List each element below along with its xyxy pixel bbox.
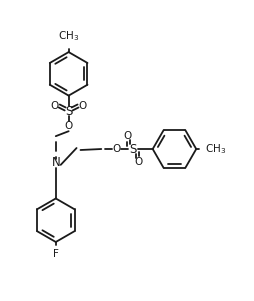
Text: S: S — [65, 105, 72, 118]
Text: O: O — [51, 101, 59, 111]
Text: S: S — [129, 142, 137, 156]
Text: O: O — [112, 144, 120, 154]
Text: O: O — [135, 157, 143, 167]
Text: O: O — [65, 121, 73, 131]
Text: F: F — [53, 249, 59, 259]
Text: CH$_3$: CH$_3$ — [205, 142, 226, 156]
Text: CH$_3$: CH$_3$ — [58, 29, 79, 43]
Text: O: O — [123, 131, 131, 141]
Text: N: N — [51, 156, 60, 169]
Text: O: O — [78, 101, 87, 111]
